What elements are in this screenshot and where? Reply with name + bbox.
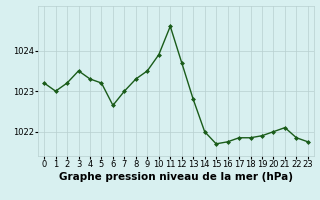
X-axis label: Graphe pression niveau de la mer (hPa): Graphe pression niveau de la mer (hPa) [59, 172, 293, 182]
